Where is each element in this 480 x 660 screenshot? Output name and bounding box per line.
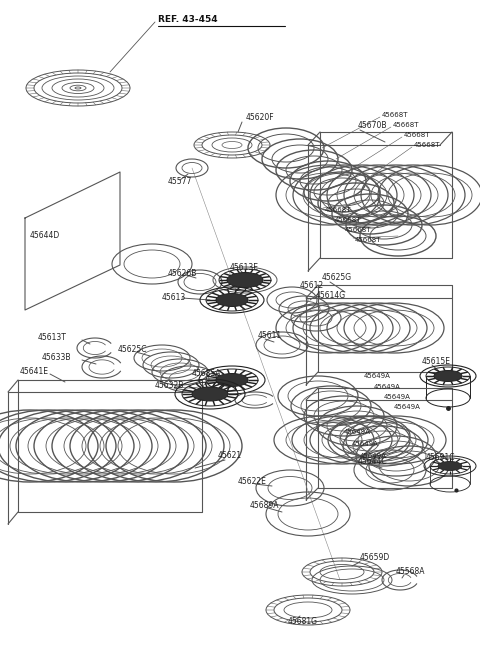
Text: 45615E: 45615E bbox=[422, 358, 451, 366]
Ellipse shape bbox=[438, 461, 462, 471]
Text: 45620F: 45620F bbox=[246, 114, 275, 123]
Text: REF. 43-454: REF. 43-454 bbox=[158, 15, 217, 24]
Text: 45614G: 45614G bbox=[316, 292, 346, 300]
Text: 45659D: 45659D bbox=[360, 554, 390, 562]
Text: 45641E: 45641E bbox=[20, 368, 49, 376]
Text: 45668T: 45668T bbox=[335, 217, 361, 223]
Text: 45668T: 45668T bbox=[382, 112, 408, 118]
Text: 45670B: 45670B bbox=[358, 121, 387, 129]
Text: 45644D: 45644D bbox=[30, 230, 60, 240]
Text: 45613E: 45613E bbox=[230, 263, 259, 273]
Text: 45668T: 45668T bbox=[414, 142, 441, 148]
Text: 45649A: 45649A bbox=[344, 429, 371, 435]
Text: 45668T: 45668T bbox=[325, 207, 351, 213]
Text: 45689A: 45689A bbox=[250, 502, 279, 510]
Text: 45612: 45612 bbox=[300, 282, 324, 290]
Ellipse shape bbox=[434, 370, 462, 381]
Text: 45649A: 45649A bbox=[374, 384, 401, 390]
Text: 45649A: 45649A bbox=[364, 373, 391, 379]
Text: 45668T: 45668T bbox=[355, 237, 382, 243]
Text: 45632B: 45632B bbox=[155, 381, 184, 391]
Ellipse shape bbox=[227, 273, 263, 288]
Text: 45622E: 45622E bbox=[238, 477, 267, 486]
Text: 45611: 45611 bbox=[258, 331, 282, 341]
Text: 45613: 45613 bbox=[162, 294, 186, 302]
Text: 45685A: 45685A bbox=[192, 368, 221, 378]
Text: 45621: 45621 bbox=[218, 451, 242, 461]
Text: 45626B: 45626B bbox=[168, 269, 197, 277]
Text: 45649A: 45649A bbox=[352, 441, 379, 447]
Text: 45668T: 45668T bbox=[404, 132, 431, 138]
Text: 45649A: 45649A bbox=[384, 394, 411, 400]
Text: 45668T: 45668T bbox=[345, 227, 372, 233]
Text: 45625G: 45625G bbox=[322, 273, 352, 282]
Text: 45577: 45577 bbox=[168, 178, 192, 187]
Text: 45649A: 45649A bbox=[394, 404, 421, 410]
Text: 45649A: 45649A bbox=[360, 453, 387, 459]
Text: 45613T: 45613T bbox=[38, 333, 67, 341]
Ellipse shape bbox=[216, 294, 248, 306]
Text: 45633B: 45633B bbox=[42, 354, 72, 362]
Text: 45691C: 45691C bbox=[426, 453, 456, 463]
Text: 45644C: 45644C bbox=[358, 457, 388, 467]
Ellipse shape bbox=[192, 387, 228, 401]
Ellipse shape bbox=[216, 374, 248, 387]
Text: 45625C: 45625C bbox=[118, 345, 147, 354]
Text: 45681G: 45681G bbox=[288, 618, 318, 626]
Text: 45668T: 45668T bbox=[393, 122, 420, 128]
Text: 45568A: 45568A bbox=[396, 568, 425, 576]
